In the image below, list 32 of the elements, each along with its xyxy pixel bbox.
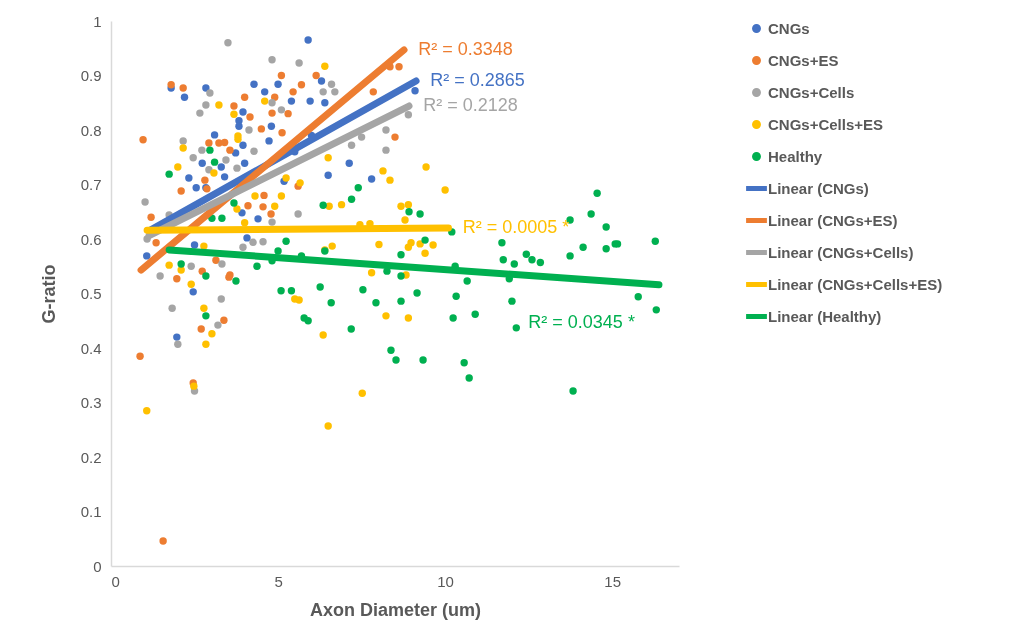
annotation: R² = 0.2865	[430, 69, 525, 90]
y-tick-label: 0.7	[80, 176, 102, 193]
y-tick-label: 0.2	[80, 448, 102, 466]
legend-label: CNGs	[768, 19, 810, 37]
annotation: R² = 0.0345 *	[528, 311, 635, 332]
legend-label: Healthy	[768, 147, 823, 165]
x-tick-label: 10	[437, 572, 454, 590]
y-tick-label: 0	[93, 557, 102, 575]
legend-label: Linear (CNGs)	[768, 179, 869, 197]
x-tick-label: 0	[111, 572, 120, 590]
y-tick-label: 1	[93, 12, 102, 30]
y-tick-label: 0.1	[80, 503, 102, 520]
x-tick-label: 5	[274, 572, 283, 590]
x-tick-label: 15	[604, 572, 622, 590]
y-axis-title: G-ratio	[38, 264, 59, 324]
annotation: R² = 0.3348	[418, 38, 513, 59]
legend-label: Linear (CNGs+ES)	[768, 211, 898, 229]
y-tick-label: 0.5	[80, 285, 102, 302]
legend-label: CNGs+Cells+ES	[768, 115, 884, 133]
x-axis-title: Axon Diameter (um)	[309, 599, 482, 620]
y-tick-label: 0.6	[80, 230, 102, 248]
legend-label: Linear (Healthy)	[768, 307, 882, 325]
y-tick-label: 0.3	[80, 394, 102, 411]
annotation: R² = 0.0005 *	[462, 217, 570, 238]
legend-label: CNGs+Cells	[768, 83, 855, 101]
y-tick-label: 0.8	[80, 121, 102, 139]
y-tick-label: 0.9	[80, 67, 102, 84]
legend-label: CNGs+ES	[768, 51, 839, 69]
legend-label: Linear (CNGs+Cells)	[768, 243, 914, 261]
legend-label: Linear (CNGs+Cells+ES)	[768, 275, 943, 293]
annotation: R² = 0.2128	[423, 95, 518, 116]
y-tick-label: 0.4	[80, 339, 102, 357]
